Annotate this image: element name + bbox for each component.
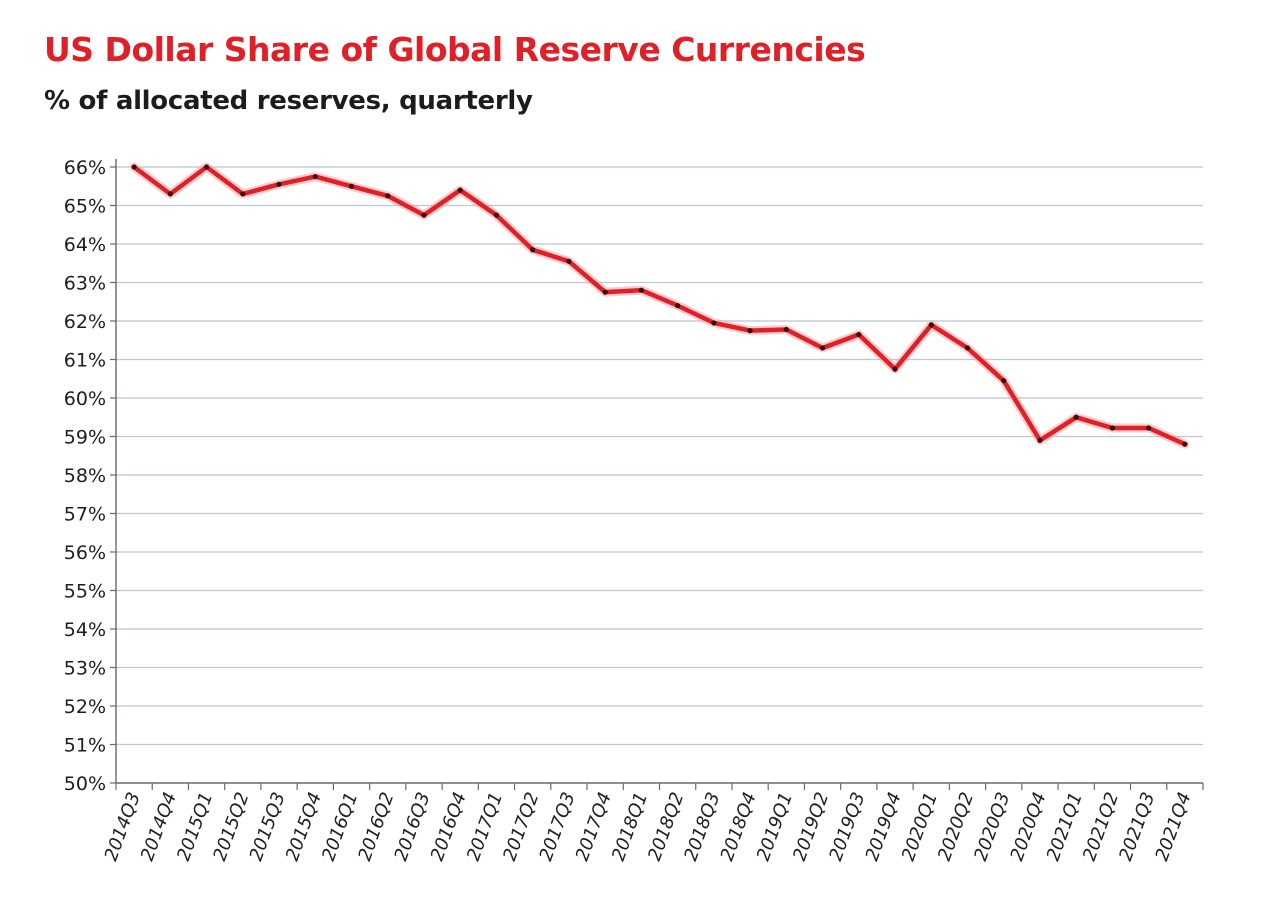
data-point — [348, 183, 355, 189]
data-point — [928, 322, 934, 328]
data-point — [203, 164, 210, 170]
data-point — [856, 331, 862, 338]
data-point — [711, 320, 717, 326]
data-point — [964, 345, 971, 351]
data-point — [1001, 378, 1007, 384]
chart-subtitle: % of allocated reserves, quarterly — [44, 86, 533, 116]
y-tick-label: 50% — [64, 773, 106, 795]
y-tick-label: 56% — [64, 542, 106, 564]
data-point — [1182, 441, 1188, 447]
data-point — [385, 193, 391, 199]
y-tick-label: 60% — [64, 388, 106, 410]
data-point — [312, 174, 318, 180]
y-tick-label: 63% — [64, 273, 106, 295]
chart-title: US Dollar Share of Global Reserve Curren… — [44, 30, 866, 69]
data-point — [602, 289, 608, 295]
data-point — [566, 258, 572, 264]
data-point — [892, 366, 898, 372]
data-point — [1109, 425, 1116, 431]
y-tick-label: 61% — [64, 350, 106, 372]
data-point — [167, 191, 173, 197]
axes — [110, 159, 1204, 790]
gridlines — [116, 166, 1203, 746]
data-point — [493, 212, 500, 218]
y-tick-label: 52% — [64, 696, 106, 718]
data-point — [240, 191, 246, 197]
data-point — [1146, 425, 1152, 431]
data-point — [421, 212, 427, 218]
y-tick-label: 51% — [64, 735, 106, 757]
y-tick-label: 54% — [64, 619, 106, 641]
series-line — [131, 164, 1188, 447]
y-tick-label: 58% — [64, 465, 106, 487]
x-tick-labels: 2014Q32014Q42015Q12015Q22015Q32015Q42016… — [101, 790, 1196, 864]
data-point — [1037, 437, 1043, 443]
y-tick-label: 62% — [64, 311, 106, 333]
y-tick-label: 66% — [64, 157, 106, 179]
data-point — [1073, 414, 1079, 420]
y-tick-labels: 50% 51% 52% 53% 54% 55% 56% 57% 58% 59% 60% 61% 62% 6… — [64, 157, 106, 795]
data-point — [638, 287, 644, 293]
series-line-glow — [129, 162, 1190, 449]
series — [129, 162, 1190, 449]
x-tick-label: 2021Q4 — [1151, 790, 1195, 864]
data-point — [131, 164, 137, 170]
y-tick-label: 59% — [64, 427, 106, 449]
y-tick-label: 65% — [64, 196, 106, 218]
data-point — [747, 328, 753, 334]
y-tick-label: 53% — [64, 658, 106, 680]
y-tick-label: 57% — [64, 504, 106, 526]
data-point — [675, 303, 681, 309]
data-point — [819, 345, 826, 351]
data-point — [530, 247, 536, 253]
y-tick-label: 55% — [64, 581, 106, 603]
data-point — [457, 187, 463, 193]
y-tick-label: 64% — [64, 234, 106, 256]
data-point — [783, 326, 789, 333]
data-point — [276, 181, 282, 187]
